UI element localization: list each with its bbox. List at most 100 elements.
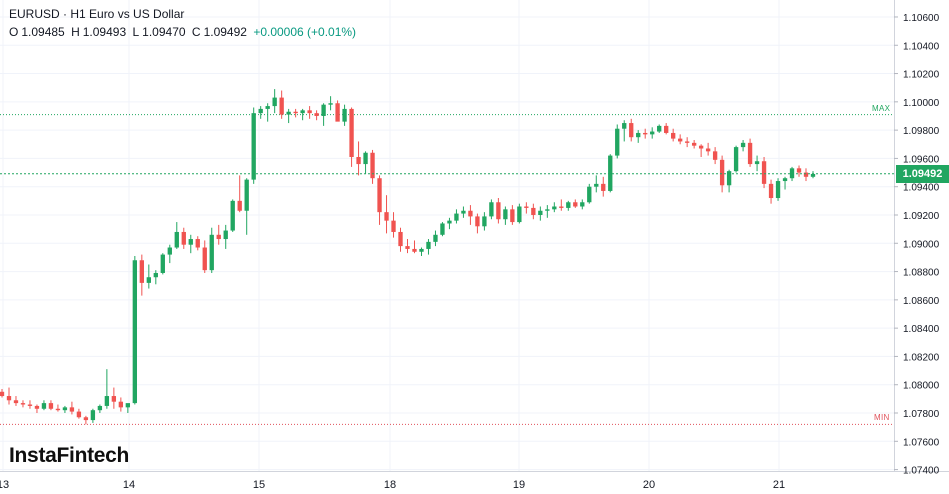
candle-body [517,206,522,223]
max-label: MAX [872,103,891,113]
candle-body [293,111,298,114]
candle-body [83,417,89,421]
candle-body [27,404,33,406]
x-tick-label: 21 [773,479,785,491]
x-tick-label: 19 [513,479,525,491]
candle-body [314,113,319,116]
candle-body [41,403,47,409]
candle-body [440,223,445,235]
candle-body [719,159,725,186]
y-tick-label: 1.08200 [903,352,940,363]
candle-body [356,157,361,165]
y-tick-label: 1.08000 [903,381,940,392]
candle-body [552,206,557,210]
low-label: L [132,25,140,39]
y-tick-label: 1.08400 [903,324,940,335]
y-tick-label: 1.09000 [903,239,940,250]
candle-body [447,220,452,224]
candle-body [363,152,368,165]
candle-body [712,151,718,160]
candle-body [768,183,774,199]
candle-body [531,207,536,215]
candle-body [265,106,270,109]
candle-body [349,108,354,157]
candle-body [545,209,550,211]
current-price-badge: 1.09492 [896,164,949,183]
candle-body [775,181,781,199]
y-tick-label: 1.10000 [903,98,940,109]
max-min-markers [0,114,894,425]
candle-body [538,210,543,215]
candle-body [223,230,228,240]
x-tick-label: 20 [643,479,655,491]
candle-body [20,403,26,405]
open-label: O [9,25,19,39]
candle-body [111,396,117,402]
low-value: 1.09470 [142,25,186,39]
candle-body [636,132,641,138]
high-value: 1.09493 [82,25,127,39]
y-axis-ticks: 1.10600 1.10400 1.10200 1.10000 1.09800 1.096… [894,13,940,477]
candle-body [754,161,760,165]
candle-body [251,113,256,180]
candle-body [216,234,221,240]
ohlc-readout: O 1.09485 H 1.09493 L 1.09470 C 1.09492 +0.0… [9,25,359,39]
candle-body [559,206,564,208]
candle-body [342,108,347,122]
candle-body [705,148,711,152]
candle-body [608,155,613,191]
y-tick-label: 1.07400 [903,466,940,477]
candle-body [307,110,312,114]
x-tick-label: 13 [0,479,9,491]
symbol-title: EURUSD · H1 Euro vs US Dollar [9,7,185,21]
open-value: 1.09485 [21,25,65,39]
candle-body [412,248,417,252]
candles [0,89,816,425]
candle-body [482,216,487,227]
candle-body [740,142,746,148]
candle-body [174,231,179,248]
candle-body [489,202,494,217]
candle-body [650,131,655,135]
candle-body [237,200,242,211]
candle-body [426,241,431,249]
candle-body [615,128,620,156]
candle-body [370,152,375,179]
candle-body [601,183,606,191]
x-tick-label: 14 [123,479,135,491]
candle-body [461,210,466,214]
y-tick-label: 1.09800 [903,126,940,137]
candle-body [503,209,508,220]
min-label: MIN [874,413,890,423]
candle-body [691,142,697,146]
candle-body [580,202,585,207]
candle-body [664,125,669,133]
candle-body [139,260,144,283]
candle-body [671,132,676,139]
y-tick-label: 1.08800 [903,268,940,279]
candle-body [468,210,473,217]
candle-body [188,239,193,245]
close-label: C [191,25,201,39]
candle-body [657,125,662,132]
candle-body [48,403,54,409]
y-tick-label: 1.07600 [903,437,940,448]
x-tick-label: 15 [253,479,265,491]
grid [0,0,894,471]
y-tick-label: 1.10600 [903,13,940,24]
candle-body [782,178,788,182]
candle-body [419,248,424,252]
candle-body [97,405,103,411]
instafintech-logo: InstaFintech [9,444,130,467]
candle-body [566,202,571,208]
candle-body [286,111,291,115]
candle-body [244,179,249,211]
candle-body [796,168,802,173]
x-tick-label: 18 [384,479,396,491]
candle-body [391,220,396,232]
candle-body [573,202,578,207]
candle-body [62,407,68,411]
candle-body [132,260,138,404]
candle-body [454,213,459,221]
candle-body [698,145,704,149]
